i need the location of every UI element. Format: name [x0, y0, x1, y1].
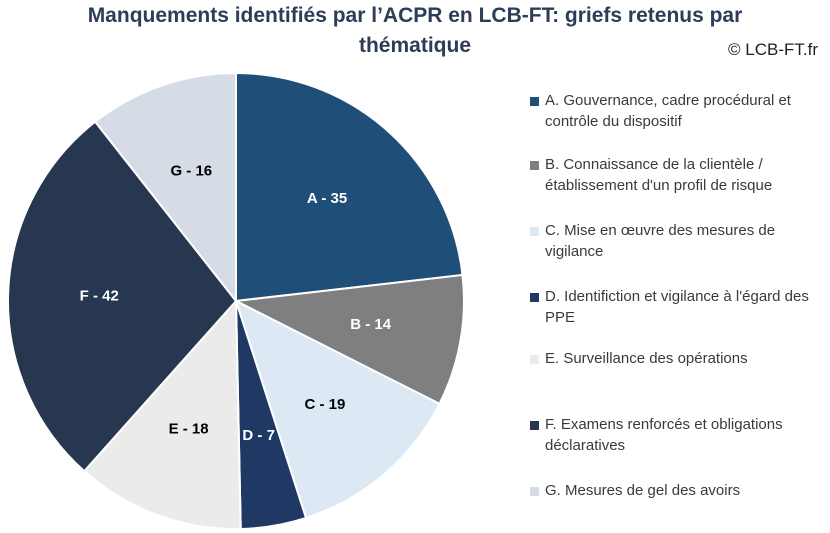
pie-slice-f	[7, 120, 238, 473]
copyright-notice: © LCB-FT.fr	[728, 40, 818, 59]
legend-item-f: F. Examens renforcés et obligations décl…	[530, 414, 826, 456]
legend-swatch-f	[530, 421, 539, 430]
pie-slice-label-c: C - 19	[304, 396, 345, 413]
pie-slice-label-a: A - 35	[307, 190, 347, 207]
legend-swatch-e	[530, 355, 539, 364]
pie-slice-e	[82, 298, 242, 530]
legend-swatch-d	[530, 293, 539, 302]
legend-item-c: C. Mise en œuvre des mesures de vigilanc…	[530, 220, 826, 262]
chart-title-line-1: Manquements identifiés par l’ACPR en LCB…	[87, 4, 743, 27]
legend-item-g: G. Mesures de gel des avoirs	[530, 480, 826, 501]
legend-item-a: A. Gouvernance, cadre procédural et cont…	[530, 90, 826, 132]
legend-label-a: A. Gouvernance, cadre procédural et cont…	[545, 92, 791, 130]
legend-label-e: E. Surveillance des opérations	[545, 350, 748, 367]
pie-slice-b	[232, 273, 465, 406]
legend-label-g: G. Mesures de gel des avoirs	[545, 482, 741, 499]
legend-swatch-g	[530, 487, 539, 496]
pie-slice-label-e: E - 18	[169, 420, 209, 437]
pie-slice-c	[234, 299, 441, 520]
pie-slice-label-d: D - 7	[242, 427, 275, 444]
pie-slice-label-g: G - 16	[170, 163, 212, 180]
pie-slice-a	[235, 71, 464, 303]
legend-swatch-b	[530, 161, 539, 170]
pie-slice-label-f: F - 42	[80, 288, 119, 305]
legend-item-d: D. Identifiction et vigilance à l'égard …	[530, 286, 826, 328]
legend-item-e: E. Surveillance des opérations	[530, 348, 826, 369]
legend-item-b: B. Connaissance de la clientèle / établi…	[530, 154, 826, 196]
legend-label-c: C. Mise en œuvre des mesures de vigilanc…	[545, 222, 776, 260]
legend-swatch-c	[530, 227, 539, 236]
legend-label-f: F. Examens renforcés et obligations décl…	[545, 416, 783, 454]
chart-title-line-2: thématique	[358, 34, 471, 57]
legend-label-d: D. Identifiction et vigilance à l'égard …	[545, 288, 809, 326]
pie-slice-label-b: B - 14	[350, 316, 392, 333]
legend-label-b: B. Connaissance de la clientèle / établi…	[545, 156, 773, 194]
legend-swatch-a	[530, 97, 539, 106]
pie-slice-g	[93, 71, 237, 304]
